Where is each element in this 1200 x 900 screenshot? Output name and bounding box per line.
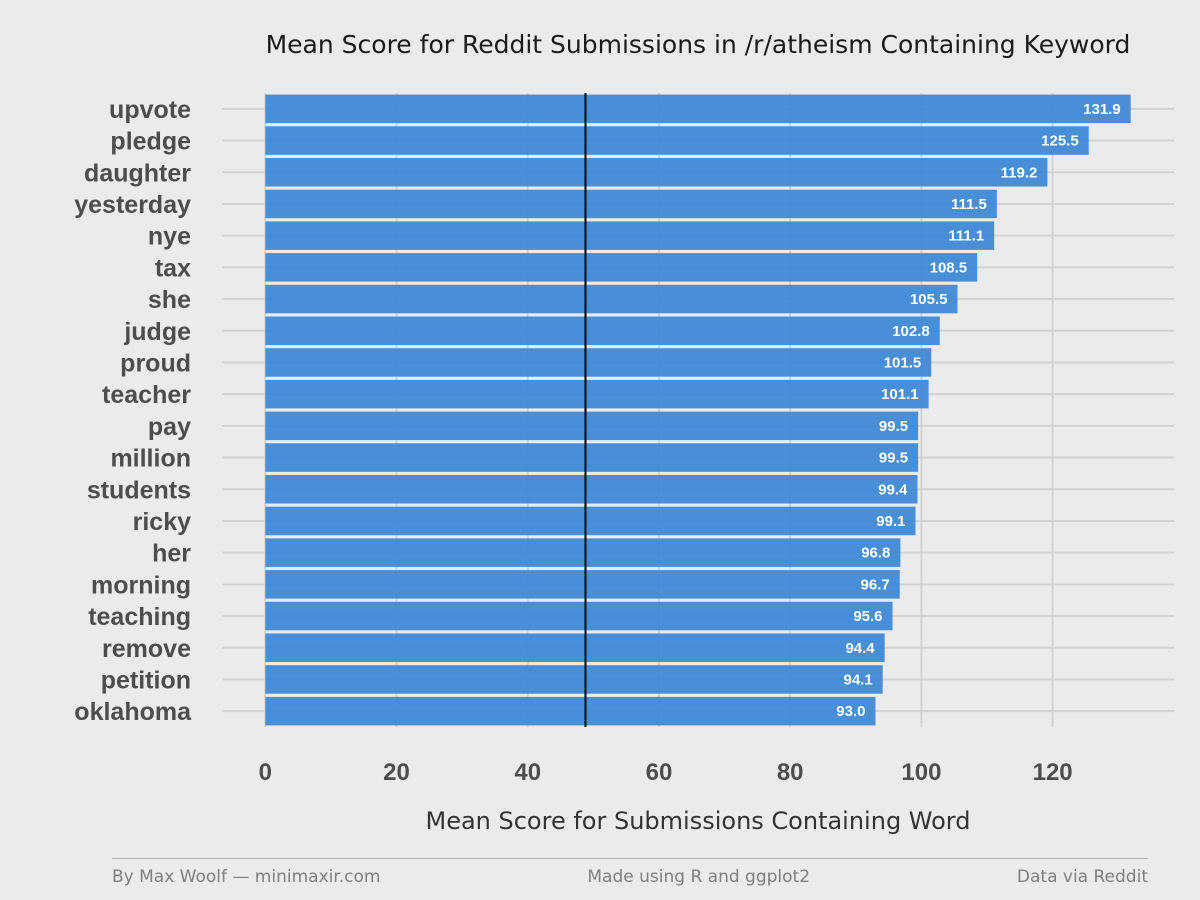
- x-tick-label: 60: [646, 759, 673, 786]
- bar-value-label: 108.5: [930, 259, 968, 276]
- bar-value-label: 101.5: [884, 354, 922, 371]
- bar-value-label: 101.1: [881, 386, 919, 403]
- category-labels: upvote pledge daughter yesterday nye tax she ju…: [74, 96, 192, 726]
- category-label: pay: [148, 413, 191, 441]
- bar: [265, 348, 932, 377]
- bar-value-label: 94.1: [843, 671, 872, 688]
- category-label: pledge: [110, 128, 191, 156]
- bar: [265, 94, 1131, 124]
- bar-value-label: 105.5: [910, 291, 948, 308]
- footer-tool: Made using R and ggplot2: [587, 867, 811, 887]
- bar: [265, 157, 1048, 187]
- bar-value-label: 119.2: [1001, 164, 1038, 181]
- bar-value-label: 99.5: [879, 418, 908, 435]
- category-label: yesterday: [74, 191, 191, 219]
- bar-value-label: 96.7: [861, 576, 890, 593]
- category-label: remove: [102, 635, 191, 663]
- bar: [265, 696, 876, 726]
- bar: [265, 253, 978, 282]
- bar: [265, 411, 919, 441]
- category-label: she: [148, 286, 191, 314]
- x-tick-label: 120: [1033, 759, 1073, 786]
- x-tick-label: 20: [383, 759, 410, 786]
- category-label: ricky: [133, 508, 191, 536]
- bar-value-label: 94.4: [845, 640, 875, 657]
- bar: [265, 379, 929, 409]
- category-label: her: [152, 540, 191, 568]
- bar-value-label: 111.5: [951, 196, 987, 213]
- x-tick-label: 0: [259, 759, 272, 786]
- bar: [265, 506, 916, 536]
- footer: By Max Woolf — minimaxir.com Made using …: [112, 858, 1148, 887]
- bar: [265, 189, 997, 219]
- x-axis-title: Mean Score for Submissions Containing Wo…: [425, 807, 970, 835]
- bar-value-label: 111.1: [948, 228, 984, 245]
- category-label: oklahoma: [74, 698, 192, 726]
- x-tick-label: 80: [777, 759, 804, 786]
- category-label: teacher: [102, 381, 191, 409]
- chart-title: Mean Score for Reddit Submissions in /r/…: [266, 30, 1131, 59]
- category-label: petition: [101, 666, 191, 694]
- bar-value-label: 99.4: [878, 481, 908, 498]
- bar: [265, 126, 1089, 155]
- footer-source: Data via Reddit: [1016, 867, 1148, 887]
- bar-value-label: 95.6: [853, 608, 882, 625]
- bar: [265, 538, 901, 567]
- footer-credit: By Max Woolf — minimaxir.com: [112, 867, 381, 887]
- bar-value-label: 99.1: [876, 513, 905, 530]
- category-label: nye: [148, 223, 191, 251]
- category-label: upvote: [109, 96, 191, 124]
- category-label: judge: [123, 318, 191, 346]
- bar-value-label: 93.0: [836, 703, 865, 720]
- category-label: proud: [120, 349, 191, 377]
- bar: [265, 633, 885, 663]
- category-label: million: [110, 445, 191, 473]
- bar-value-label: 125.5: [1041, 133, 1079, 150]
- bar-value-label: 131.9: [1083, 101, 1121, 118]
- bar: [265, 570, 900, 599]
- x-tick-label: 40: [514, 759, 541, 786]
- bar: [265, 284, 958, 314]
- bar-value-label: 102.8: [892, 323, 930, 340]
- bar-value-label: 96.8: [861, 545, 890, 562]
- category-label: tax: [155, 254, 191, 282]
- bar: [265, 665, 883, 694]
- bar-value-label: 99.5: [879, 450, 908, 467]
- bar: [265, 316, 940, 346]
- category-label: daughter: [84, 159, 191, 187]
- x-tick-labels: 0 20 40 60 80 100 120: [259, 759, 1073, 786]
- category-label: students: [87, 476, 191, 504]
- bar: [265, 474, 918, 504]
- bar: [265, 221, 995, 250]
- x-tick-label: 100: [901, 759, 941, 786]
- bar: [265, 443, 919, 472]
- grid: [222, 93, 1174, 727]
- category-label: morning: [91, 571, 191, 599]
- bar: [265, 601, 893, 631]
- category-label: teaching: [88, 603, 191, 631]
